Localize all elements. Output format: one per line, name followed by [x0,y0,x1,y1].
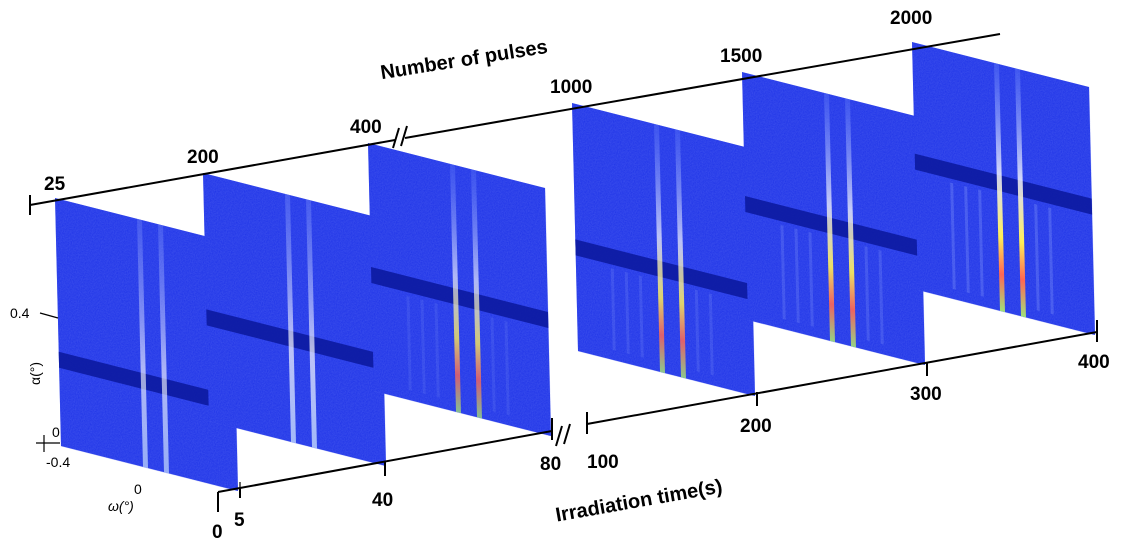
bottom-tick-label: 5 [234,510,245,531]
faint-streak [490,317,496,413]
bottom-tick-label: 200 [740,416,772,437]
bottom-tick-label: 300 [910,384,942,405]
top-axis-ticks [29,125,408,215]
streak [1015,68,1026,318]
alpha-tick-label: 0.4 [10,305,30,321]
streak [306,199,317,449]
shadow-band [370,267,549,329]
bottom-tick-label: 100 [587,452,619,473]
alpha-tick-label: 0 [52,424,60,440]
faint-streak [406,295,412,391]
alpha-label: α(°) [27,362,43,385]
faint-streak [808,232,814,327]
streak [845,98,856,348]
streak [471,169,482,419]
omega-tick-label: 0 [134,481,142,497]
bottom-axis-ticks [217,320,1098,512]
shadow-band [58,351,237,413]
faint-streak [964,186,970,294]
diffraction-panel [572,103,755,397]
faint-streak [694,289,700,373]
panel-noise [572,103,755,397]
top-tick-label: 1000 [550,77,592,98]
bottom-tick-label: 0 [212,522,223,543]
bottom-tick-label: 80 [540,454,561,475]
faint-streak [638,275,644,358]
streak [824,92,835,343]
faint-streak [878,249,884,345]
bottom-tick-label: 40 [372,490,393,511]
panel-axis-ticks [36,312,241,492]
streak [675,129,686,379]
shadow-band [744,196,923,258]
shadow-band [914,153,1093,215]
top-tick-label: 400 [350,117,382,138]
top-tick-label: 2000 [890,8,932,29]
diffraction-panel [55,198,238,492]
top-tick-label: 25 [44,174,66,195]
faint-streak [950,182,956,290]
faint-streak [420,299,426,395]
panels [55,42,1095,492]
faint-streak [864,246,870,342]
streak [994,62,1005,313]
faint-streak [1034,203,1040,312]
top-tick-label: 1500 [720,46,762,67]
diffraction-panel [742,72,925,366]
faint-streak [504,320,510,416]
top-axis-line [29,33,1001,206]
faint-streak [708,293,714,376]
top-tick-label: 200 [187,147,219,168]
faint-streak [434,303,440,398]
bottom-tick-label: 400 [1078,352,1110,373]
diffraction-panel [368,143,551,437]
faint-streak [610,268,616,351]
omega-label: ω(°) [108,498,134,514]
panel-noise [55,198,238,492]
streak [285,193,296,444]
top-axis-label: Number of pulses [379,36,549,84]
faint-streak [978,189,984,297]
faint-streak [780,224,786,320]
faint-streak [794,228,800,324]
faint-streak [624,271,630,355]
streak [654,123,665,374]
streak [158,224,169,474]
bottom-axis-line [217,331,1098,493]
shadow-band [206,309,384,371]
shadow-band [575,239,753,301]
panel-noise [203,173,386,467]
streak [137,218,148,469]
bottom-axis-label: Irradiation time(s) [554,476,724,527]
alpha-tick-label: -0.4 [46,454,70,470]
faint-streak [1048,207,1054,315]
streak [450,163,461,414]
diffraction-panel [912,42,1095,336]
diffraction-panel [203,173,386,467]
